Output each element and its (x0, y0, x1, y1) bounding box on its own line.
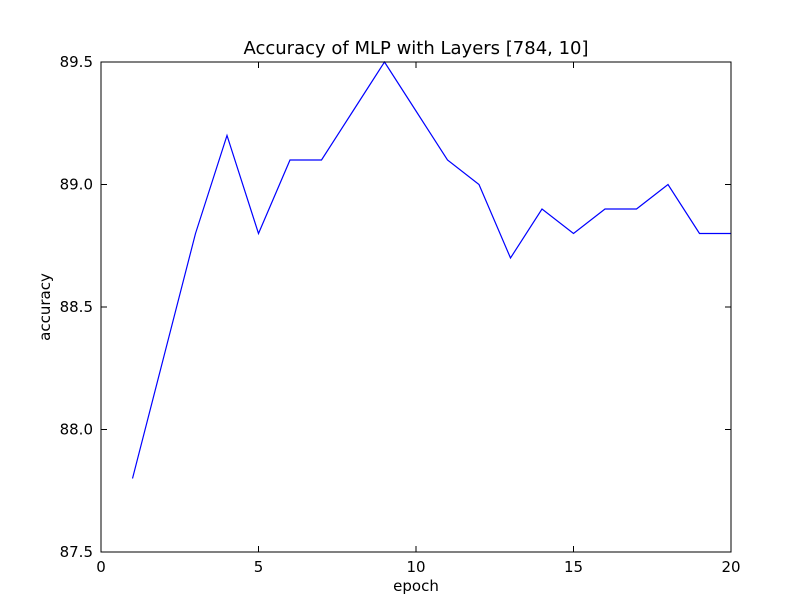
y-tick-label: 89.0 (60, 176, 93, 194)
x-tick-label: 20 (721, 558, 740, 576)
x-axis-ticks: 0 5 10 15 20 (96, 62, 741, 576)
series-line (131, 60, 731, 479)
y-tick-label: 88.5 (60, 298, 93, 316)
y-tick-label: 88.0 (60, 421, 93, 439)
y-axis-ticks: 87.5 88.0 88.5 89.0 89.5 (60, 53, 731, 561)
plot-frame (100, 61, 732, 553)
y-axis-label: accuracy (36, 273, 54, 341)
chart-title: Accuracy of MLP with Layers [784, 10] (243, 38, 588, 59)
y-tick-label: 89.5 (60, 53, 93, 71)
y-tick-label: 87.5 (60, 543, 93, 561)
x-tick-label: 5 (254, 558, 264, 576)
x-tick-label: 10 (406, 558, 425, 576)
x-tick-label: 0 (96, 558, 106, 576)
x-axis-label: epoch (393, 577, 439, 595)
x-tick-label: 15 (564, 558, 583, 576)
plot-area (100, 60, 732, 553)
